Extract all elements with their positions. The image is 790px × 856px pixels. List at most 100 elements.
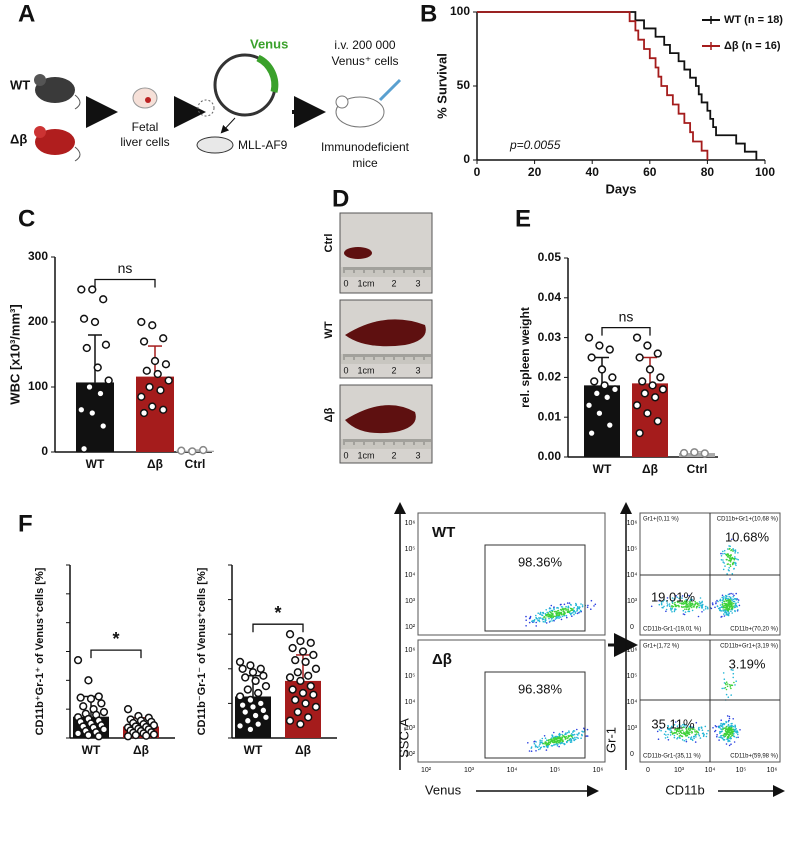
event-dot bbox=[539, 613, 541, 615]
event-dot bbox=[726, 573, 728, 575]
event-dot bbox=[723, 562, 725, 564]
event-dot bbox=[666, 736, 669, 738]
event-dot bbox=[684, 600, 687, 603]
data-point bbox=[301, 657, 310, 667]
event-dot bbox=[727, 733, 730, 736]
event-dot bbox=[692, 726, 694, 728]
event-dot bbox=[730, 731, 733, 734]
event-dot bbox=[695, 733, 698, 735]
data-point bbox=[77, 405, 86, 414]
event-dot bbox=[545, 622, 548, 624]
schematic bbox=[34, 53, 402, 162]
data-point bbox=[246, 725, 255, 734]
event-dot bbox=[578, 732, 580, 734]
event-dot bbox=[577, 737, 579, 739]
event-dot bbox=[673, 734, 676, 737]
event-dot bbox=[700, 604, 703, 606]
event-dot bbox=[694, 734, 697, 737]
event-dot bbox=[563, 614, 566, 617]
event-dot bbox=[725, 553, 727, 556]
event-dot bbox=[727, 602, 730, 605]
event-dot bbox=[698, 601, 701, 603]
event-dot bbox=[737, 733, 739, 736]
data-point bbox=[587, 353, 596, 362]
mouse-ear bbox=[34, 74, 46, 86]
event-dot bbox=[728, 547, 731, 550]
photo-label: Ctrl bbox=[323, 234, 335, 253]
event-dot bbox=[736, 606, 738, 608]
event-dot bbox=[690, 605, 692, 608]
quadrant-percent: 35.11% bbox=[651, 716, 695, 731]
data-point bbox=[251, 676, 260, 686]
event-dot bbox=[735, 564, 737, 567]
event-dot bbox=[547, 613, 550, 616]
event-dot bbox=[721, 594, 724, 597]
event-dot bbox=[733, 602, 735, 605]
event-dot bbox=[539, 748, 541, 750]
flow-tick-label: 10⁵ bbox=[736, 767, 747, 774]
data-point bbox=[256, 699, 265, 708]
event-dot bbox=[564, 607, 567, 610]
event-dot bbox=[727, 723, 730, 726]
event-dot bbox=[725, 683, 727, 686]
data-point bbox=[238, 700, 247, 710]
event-dot bbox=[543, 615, 545, 618]
data-point bbox=[635, 353, 644, 362]
y-tick-label: 0.04 bbox=[538, 290, 562, 304]
event-dot bbox=[715, 725, 718, 728]
event-dot bbox=[685, 739, 687, 741]
genotype-label: Δβ bbox=[10, 131, 27, 146]
event-dot bbox=[734, 609, 736, 612]
event-dot bbox=[566, 741, 568, 744]
event-dot bbox=[560, 613, 563, 615]
event-dot bbox=[726, 715, 729, 717]
event-dot bbox=[671, 599, 674, 602]
data-point bbox=[296, 720, 305, 729]
ruler bbox=[341, 439, 431, 449]
event-dot bbox=[729, 565, 732, 568]
event-dot bbox=[530, 746, 533, 748]
event-dot bbox=[726, 600, 729, 602]
x-tick-label: 80 bbox=[701, 165, 715, 179]
event-dot bbox=[681, 597, 683, 599]
event-dot bbox=[556, 738, 558, 740]
event-dot bbox=[558, 733, 560, 736]
data-point bbox=[246, 695, 255, 705]
event-dot bbox=[685, 724, 687, 727]
event-dot bbox=[678, 730, 681, 732]
event-dot bbox=[729, 686, 732, 688]
event-dot bbox=[572, 731, 574, 733]
event-dot bbox=[723, 600, 725, 603]
schematic-text: MLL-AF9 bbox=[238, 138, 288, 152]
event-dot bbox=[687, 727, 690, 729]
event-dot bbox=[686, 606, 688, 609]
data-point bbox=[648, 381, 657, 390]
event-dot bbox=[726, 548, 729, 550]
event-dot bbox=[569, 741, 572, 743]
event-dot bbox=[699, 737, 702, 739]
event-dot bbox=[729, 727, 731, 729]
event-dot bbox=[676, 600, 679, 603]
event-dot bbox=[733, 741, 736, 743]
flow-axis-label: SSC-A bbox=[396, 718, 411, 758]
event-dot bbox=[724, 733, 727, 736]
event-dot bbox=[674, 729, 676, 731]
data-point bbox=[632, 333, 642, 342]
event-dot bbox=[723, 687, 725, 690]
event-dot bbox=[546, 611, 548, 614]
event-dot bbox=[734, 604, 736, 607]
event-dot bbox=[694, 729, 696, 731]
event-dot bbox=[566, 616, 568, 619]
event-dot bbox=[685, 608, 688, 610]
event-dot bbox=[695, 731, 697, 733]
data-point bbox=[248, 702, 258, 712]
event-dot bbox=[548, 617, 550, 620]
event-dot bbox=[724, 594, 727, 597]
event-dot bbox=[568, 611, 570, 613]
event-dot bbox=[697, 615, 700, 618]
event-dot bbox=[723, 736, 725, 738]
data-point bbox=[96, 389, 105, 398]
event-dot bbox=[539, 611, 542, 614]
ruler-label: 2 bbox=[391, 278, 396, 288]
spleen bbox=[345, 319, 426, 347]
